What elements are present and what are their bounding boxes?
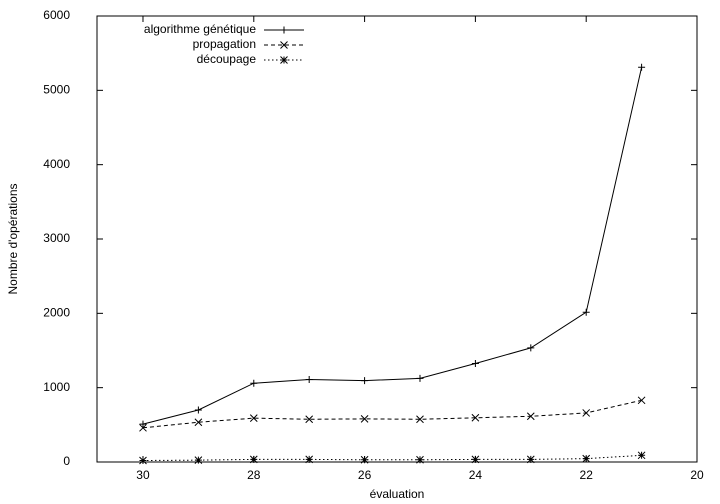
y-tick-label: 1000 bbox=[43, 380, 70, 394]
marker bbox=[526, 455, 535, 464]
marker bbox=[305, 375, 313, 383]
marker bbox=[416, 415, 424, 424]
marker bbox=[139, 456, 147, 465]
plot-frame bbox=[96, 15, 698, 463]
series-line bbox=[142, 67, 643, 425]
x-tick-label: 20 bbox=[690, 468, 704, 482]
marker bbox=[361, 377, 369, 385]
y-tick-label: 6000 bbox=[43, 8, 70, 22]
marker bbox=[139, 420, 147, 428]
series-line bbox=[142, 454, 642, 462]
marker bbox=[280, 56, 288, 64]
marker bbox=[582, 409, 591, 417]
marker bbox=[250, 379, 258, 387]
marker bbox=[249, 455, 258, 464]
marker bbox=[305, 455, 314, 464]
marker bbox=[360, 455, 369, 464]
marker bbox=[527, 344, 535, 352]
marker bbox=[526, 412, 535, 421]
y-tick-label: 0 bbox=[63, 454, 70, 468]
y-axis-label: Nombre d'opérations bbox=[6, 183, 20, 294]
marker bbox=[360, 415, 369, 423]
y-tick-label: 3000 bbox=[43, 231, 70, 245]
marker bbox=[305, 415, 314, 424]
marker bbox=[582, 454, 591, 463]
y-tick-label: 4000 bbox=[43, 157, 70, 171]
marker bbox=[637, 451, 646, 460]
marker bbox=[471, 413, 480, 422]
legend-label: découpage bbox=[197, 52, 257, 66]
marker bbox=[249, 414, 258, 422]
marker bbox=[194, 406, 202, 414]
legend-label: propagation bbox=[193, 37, 256, 51]
x-tick-label: 28 bbox=[247, 468, 261, 482]
x-tick-label: 22 bbox=[580, 468, 594, 482]
marker bbox=[416, 374, 424, 382]
marker bbox=[139, 423, 147, 432]
marker bbox=[471, 360, 479, 368]
marker bbox=[582, 308, 590, 316]
marker bbox=[416, 455, 424, 464]
marker bbox=[280, 41, 288, 49]
legend-label: algorithme génétique bbox=[144, 22, 256, 36]
x-tick-label: 26 bbox=[358, 468, 372, 482]
marker bbox=[471, 455, 480, 464]
y-tick-label: 2000 bbox=[43, 306, 70, 320]
marker bbox=[280, 26, 288, 34]
series-line bbox=[142, 399, 642, 429]
marker bbox=[194, 418, 203, 427]
x-axis-label: évaluation bbox=[370, 487, 425, 501]
marker bbox=[637, 396, 646, 405]
marker bbox=[638, 63, 646, 71]
x-tick-label: 30 bbox=[136, 468, 150, 482]
x-tick-label: 24 bbox=[469, 468, 483, 482]
marker bbox=[194, 456, 203, 464]
y-tick-label: 5000 bbox=[43, 83, 70, 97]
